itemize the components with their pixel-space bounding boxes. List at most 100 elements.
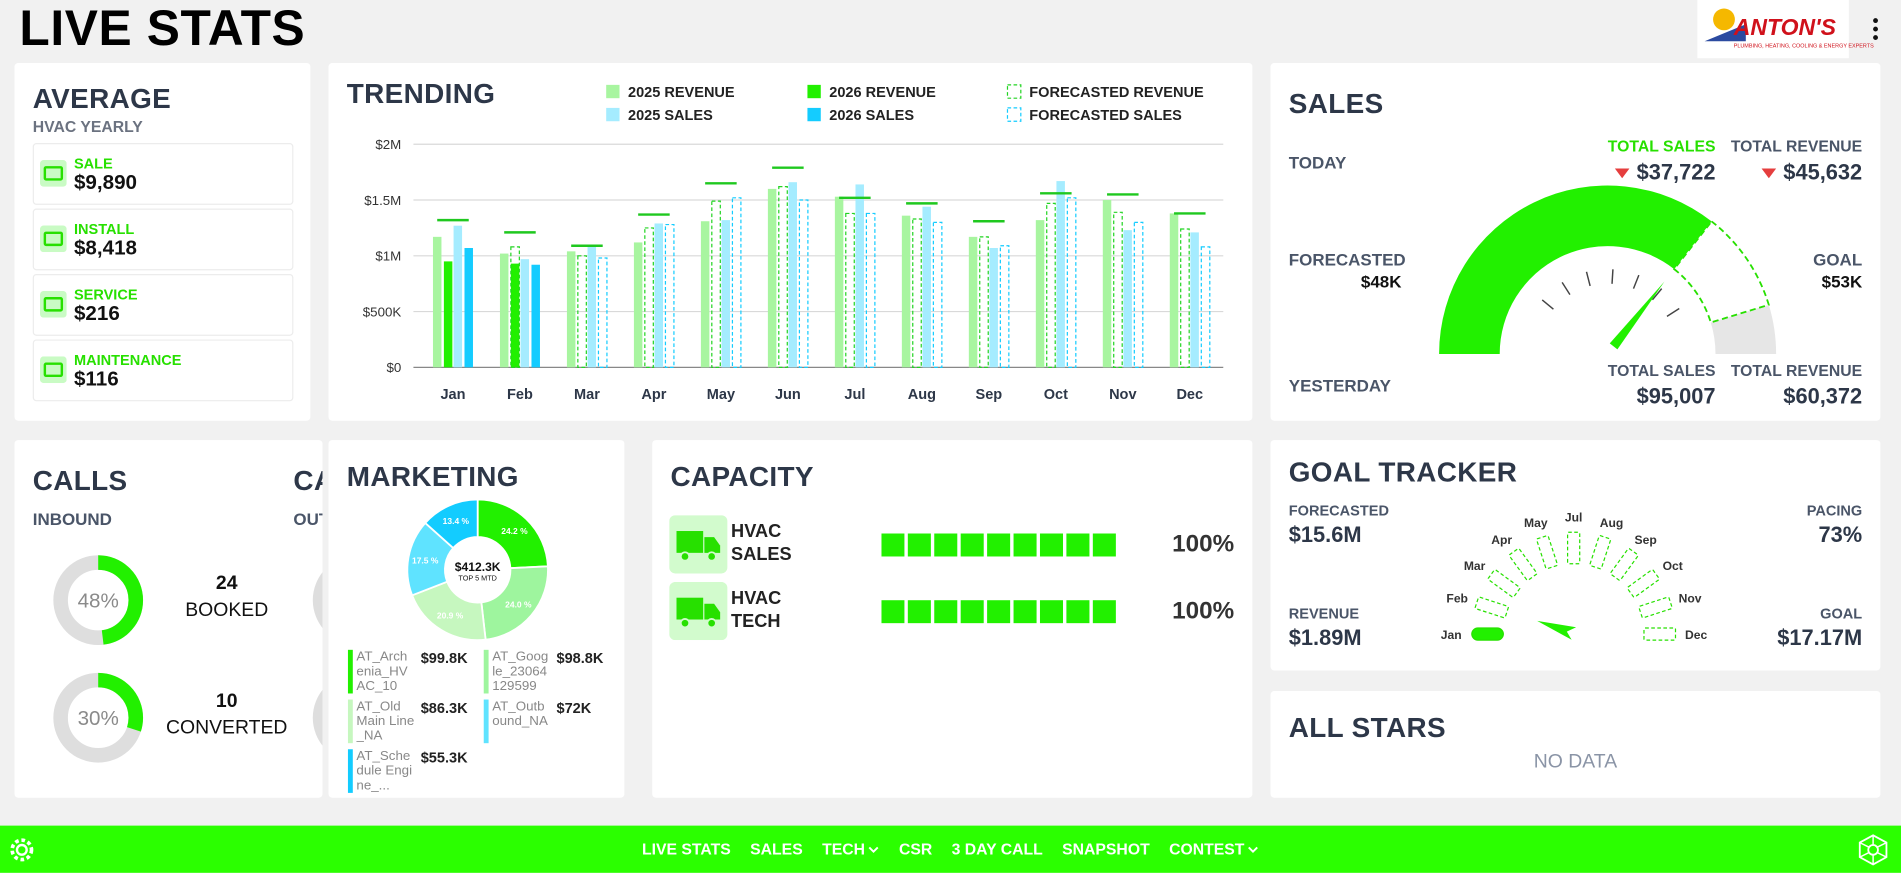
legend-entry: AT_Google_23064129599_... $98.8K	[483, 649, 617, 696]
capacity-block	[1013, 600, 1037, 624]
sales-card: SALES TODAY TOTAL SALES $37,722 TOTAL RE…	[1270, 63, 1881, 421]
menu-button[interactable]	[1869, 17, 1881, 44]
y-tick-label: $1.5M	[364, 193, 401, 208]
month-segment	[1609, 547, 1639, 581]
wheel	[679, 551, 691, 562]
metric-title: TOTAL SALES	[1607, 136, 1716, 156]
dropdown-chevron	[1248, 846, 1259, 853]
forecast-bar	[1180, 228, 1190, 368]
donut-value	[53, 555, 144, 645]
down-indicator	[1761, 167, 1777, 178]
month-segment	[1643, 627, 1677, 641]
capacity-block	[1066, 533, 1090, 557]
legend-amount: $99.8K	[420, 649, 468, 667]
month-label: Oct	[1663, 559, 1683, 573]
legend-swatch	[1006, 107, 1022, 122]
nav-label: LIVE STATS	[642, 840, 731, 859]
forecast-bar	[597, 257, 608, 368]
settings-button[interactable]	[7, 835, 36, 864]
month-label: Nov	[1679, 592, 1702, 606]
inbound-label: INBOUND	[32, 509, 112, 529]
legend-entry: AT_Schedule Engine_... $55.3K	[347, 749, 481, 795]
legend-swatch	[606, 84, 620, 99]
month-segment	[1471, 627, 1504, 641]
stat-item: SERVICE $216	[32, 273, 294, 336]
bar	[443, 261, 453, 368]
donut-label: 48%	[78, 589, 119, 612]
legend-entry: AT_Outbound_NA $72K	[483, 699, 617, 746]
call-count: 10	[215, 691, 238, 712]
x-tick-label: Jan	[440, 387, 465, 403]
network-button[interactable]	[1855, 832, 1891, 868]
nav-item[interactable]: CSR	[899, 840, 932, 858]
gauge-tick	[1632, 274, 1640, 289]
goal-tracker-card: Jan Feb Mar Apr May Jul Aug Sep Oct Nov Dec GOAL T…	[1270, 440, 1881, 671]
capacity-label: HVAC SALES	[731, 521, 792, 565]
capacity-block	[1066, 600, 1090, 624]
donut-value	[53, 672, 144, 763]
card-title: MARKETING	[346, 460, 519, 493]
gauge-tick	[1666, 307, 1680, 317]
x-tick-label: Jul	[844, 387, 865, 403]
legend-label: 2026 SALES	[829, 108, 914, 124]
capacity-card: CAPACITY HVAC SALES 100% HVAC TECH 100%	[652, 440, 1253, 798]
item-value: $8,418	[73, 236, 137, 260]
legend-amount: $55.3K	[420, 749, 468, 767]
bar	[834, 196, 844, 368]
truck-icon	[669, 581, 728, 641]
x-tick-label: Nov	[1109, 387, 1137, 403]
legend-label: AT_Archenia_HVAC_102...	[356, 649, 408, 694]
nav-label: SALES	[750, 840, 803, 859]
x-tick-label: Mar	[574, 387, 600, 403]
item-value: $116	[73, 367, 119, 391]
donut-center-value: $412.3K	[455, 560, 501, 574]
item-icon	[40, 225, 67, 253]
all-stars-card: ALL STARS NO DATA	[1270, 691, 1881, 798]
capacity-block	[1092, 600, 1116, 624]
x-tick-label: Dec	[1176, 387, 1203, 403]
call-label: BOOKED	[185, 600, 269, 621]
month-segment	[1589, 535, 1612, 570]
page-title: LIVE STATS	[19, 0, 306, 56]
legend-swatch	[1006, 84, 1022, 99]
gauge-tick	[1561, 281, 1571, 296]
metric-value: $95,007	[1636, 384, 1716, 409]
nav-item[interactable]: CONTEST	[1169, 840, 1259, 858]
donut-center-label: TOP 5 MTD	[458, 574, 497, 583]
capacity-block	[987, 600, 1011, 624]
bar	[788, 182, 797, 368]
metric: $37,722	[1614, 160, 1716, 185]
bar	[520, 259, 530, 368]
capacity-value: 100%	[1172, 597, 1235, 625]
nav-item[interactable]: TECH	[822, 840, 880, 858]
month-label: Aug	[1600, 516, 1624, 530]
nav-item[interactable]: LIVE STATS	[642, 840, 731, 858]
nav-item[interactable]: 3 DAY CALL	[952, 840, 1043, 858]
legend-swatch	[483, 649, 489, 694]
average-card: AVERAGE HVAC YEARLY SALE $9,890 INSTALL $8,…	[14, 63, 311, 421]
gauge-value	[1439, 185, 1712, 355]
nav-item[interactable]: SNAPSHOT	[1062, 840, 1150, 858]
capacity-bar	[881, 533, 1116, 557]
bar	[654, 223, 664, 368]
card-title: TRENDING	[346, 77, 496, 110]
donut-label: 30%	[78, 707, 119, 730]
forecast-bar	[1200, 246, 1211, 368]
capacity-bar	[881, 600, 1116, 624]
bar	[1056, 181, 1065, 368]
gauge-tick	[1651, 288, 1663, 301]
x-tick-label: Oct	[1044, 387, 1068, 403]
trending-card: TRENDING 2025 REVENUE 2026 REVENUE FORECAS…	[328, 63, 1253, 421]
forecast-bar	[845, 212, 855, 368]
metric-value: $45,632	[1783, 160, 1863, 185]
capacity-block	[1039, 533, 1064, 557]
capacity-value: 100%	[1172, 531, 1235, 558]
capacity-block	[907, 533, 931, 557]
card-title: AVERAGE	[32, 82, 172, 114]
bar	[464, 248, 473, 368]
wheel	[706, 618, 717, 629]
donut-segment	[423, 498, 479, 550]
legend-swatch	[347, 699, 353, 744]
down-indicator	[1614, 167, 1630, 178]
nav-item[interactable]: SALES	[750, 840, 803, 858]
